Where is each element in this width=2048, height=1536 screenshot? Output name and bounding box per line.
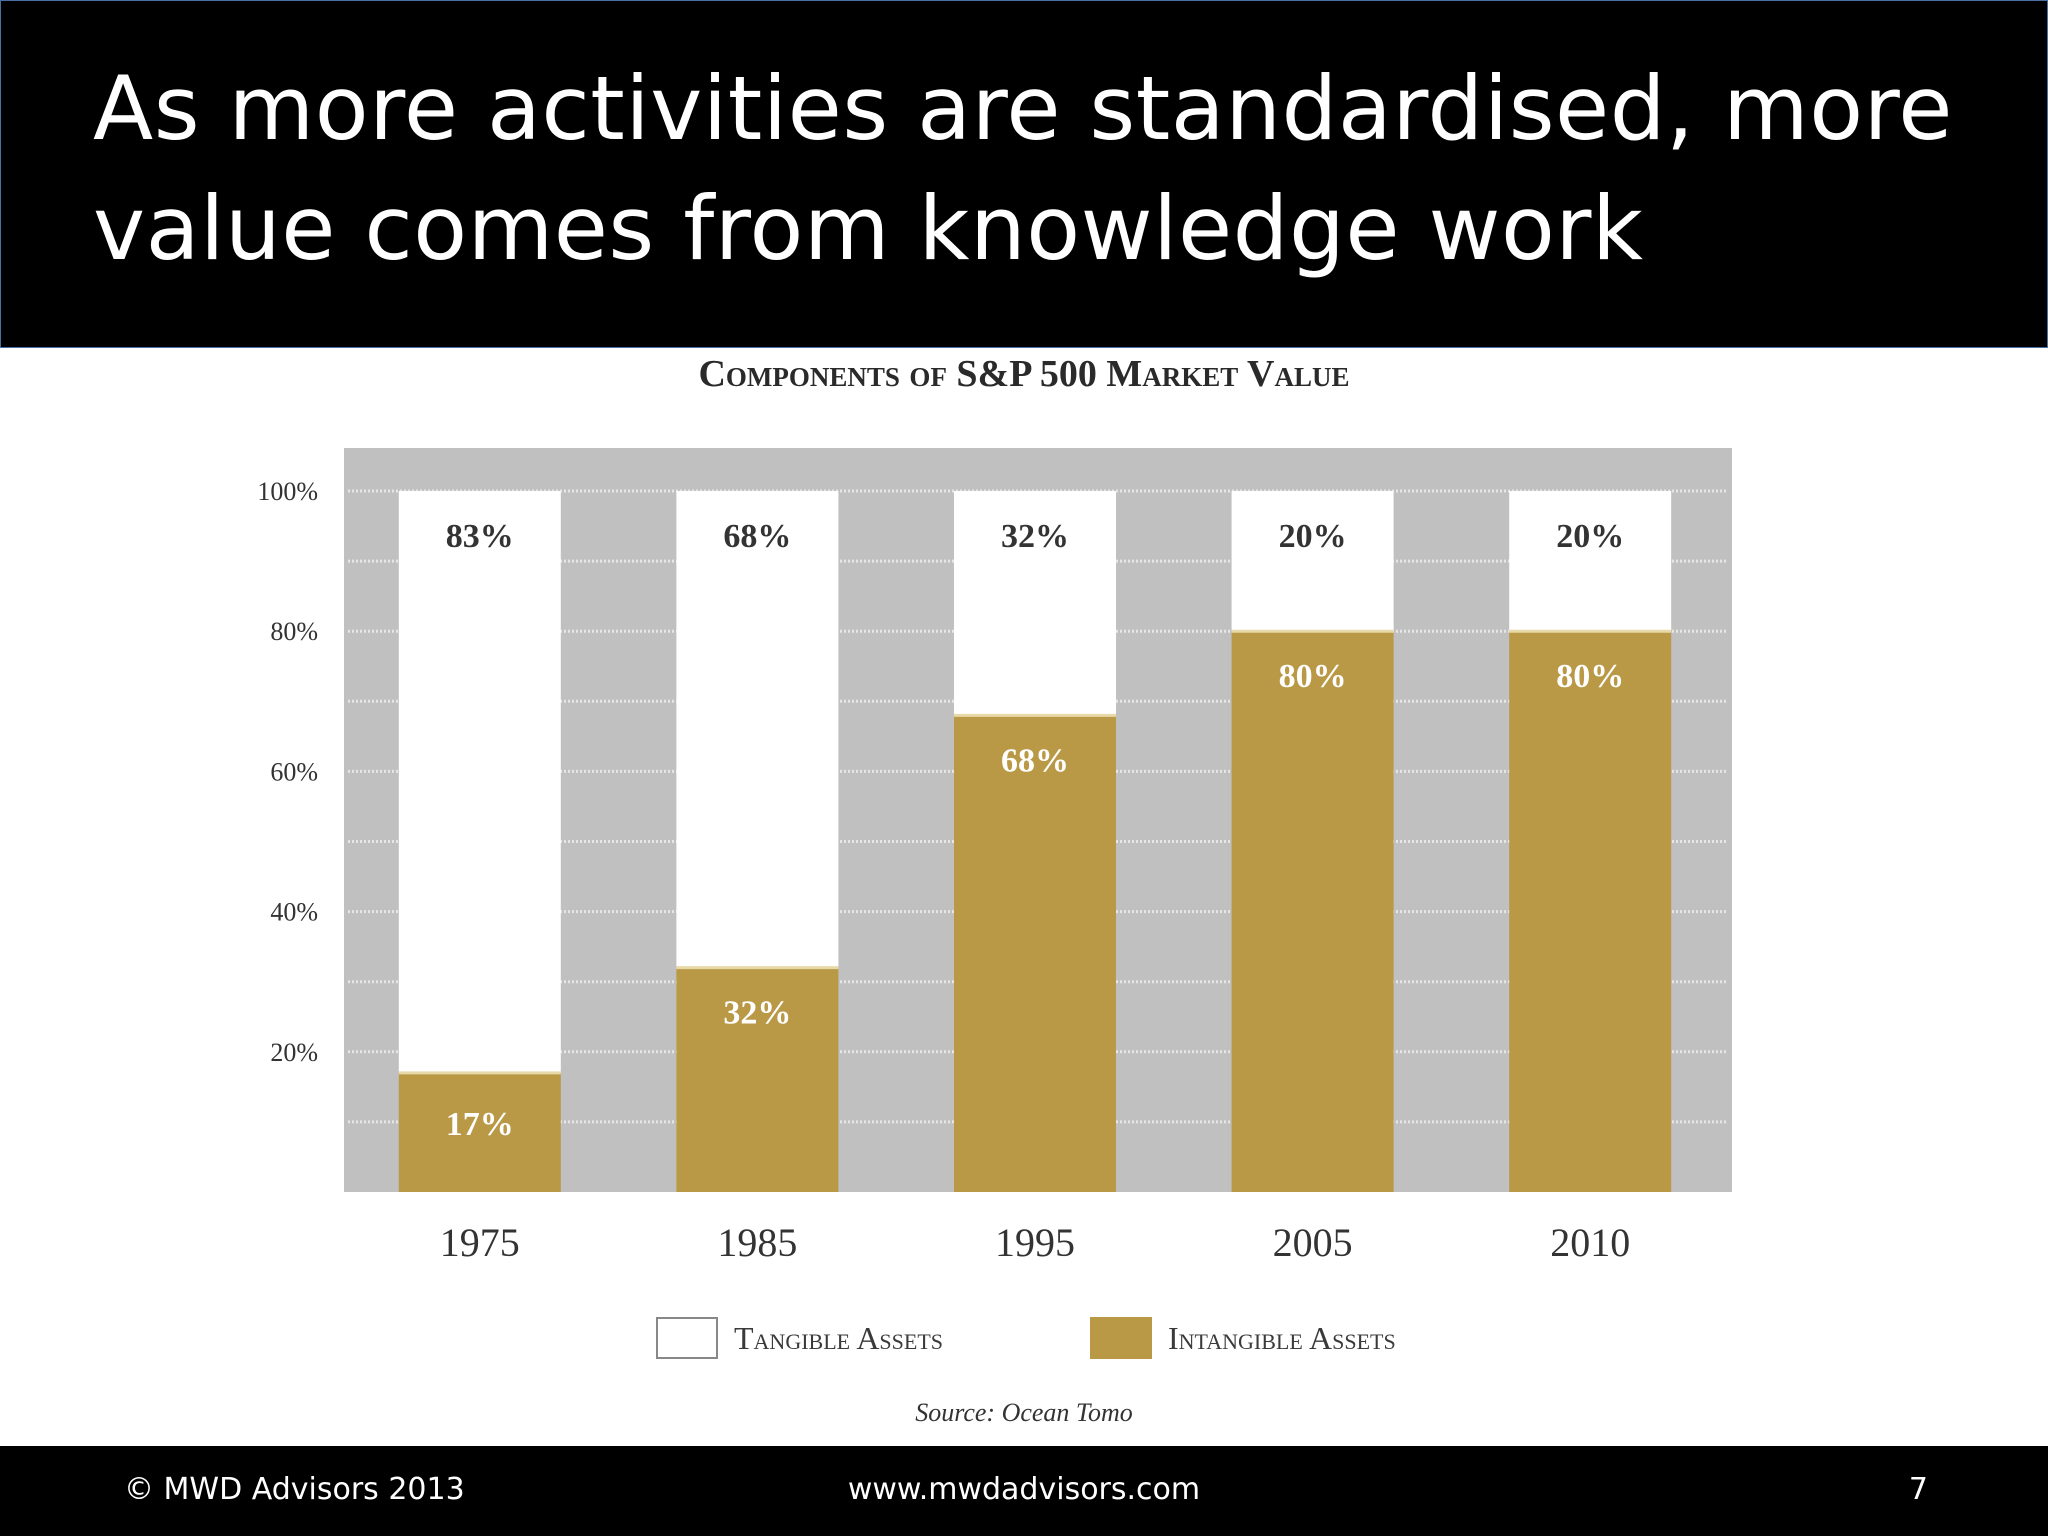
legend-item-intangible: Intangible Assets [1090, 1316, 1396, 1360]
x-tick-label-1975: 1975 [440, 1220, 520, 1265]
bar-tangible-2005 [1231, 491, 1394, 632]
data-label-intangible-2005: 80% [1279, 658, 1347, 695]
data-label-tangible-1975: 83% [446, 518, 514, 555]
footer-page-number: 7 [1908, 1472, 1928, 1507]
data-label-intangible-1995: 68% [1001, 742, 1069, 779]
footer-copyright: © MWD Advisors 2013 [124, 1472, 465, 1507]
bar-tangible-1995 [954, 491, 1116, 716]
legend-swatch-intangible [1090, 1317, 1152, 1359]
legend-item-tangible: Tangible Assets [656, 1316, 943, 1360]
bar-tangible-1975 [398, 491, 561, 1073]
data-label-tangible-1985: 68% [723, 518, 791, 555]
legend-label-intangible: Intangible Assets [1168, 1319, 1396, 1356]
y-tick-label: 100% [257, 477, 318, 506]
footer-url: www.mwdadvisors.com [847, 1472, 1201, 1507]
y-tick-label: 80% [270, 617, 318, 646]
data-label-tangible-1995: 32% [1001, 518, 1069, 555]
bar-tangible-1985 [676, 491, 839, 968]
bar-intangible-1995 [954, 715, 1116, 1192]
bar-intangible-1975 [398, 1072, 561, 1192]
slide-title: As more activities are standardised, mor… [93, 57, 1953, 280]
y-tick-label: 40% [270, 898, 318, 927]
bar-intangible-2010 [1509, 631, 1672, 1192]
x-tick-label-1985: 1985 [717, 1220, 797, 1265]
data-label-intangible-2010: 80% [1556, 658, 1624, 695]
x-tick-label-2005: 2005 [1273, 1220, 1353, 1265]
data-label-intangible-1975: 17% [446, 1106, 514, 1143]
chart-legend: Tangible Assets Intangible Assets [0, 1316, 2048, 1366]
slide-header: As more activities are standardised, mor… [0, 0, 2048, 348]
y-tick-label: 20% [270, 1038, 318, 1067]
data-label-tangible-2005: 20% [1279, 518, 1347, 555]
bar-tangible-2010 [1509, 491, 1672, 632]
legend-label-tangible: Tangible Assets [734, 1319, 944, 1356]
data-label-intangible-1985: 32% [723, 995, 791, 1032]
chart-source: Source: Ocean Tomo [915, 1398, 1133, 1427]
x-tick-label-2010: 2010 [1550, 1220, 1630, 1265]
bar-intangible-2005 [1231, 631, 1394, 1192]
y-tick-label: 60% [270, 757, 318, 786]
slide-footer: © MWD Advisors 2013 www.mwdadvisors.com … [0, 1446, 2048, 1536]
x-tick-label-1995: 1995 [995, 1220, 1075, 1265]
data-label-tangible-2010: 20% [1556, 518, 1624, 555]
bar-intangible-1985 [676, 967, 839, 1192]
chart-title: Components of S&P 500 Market Value [698, 353, 1350, 395]
legend-swatch-tangible [656, 1317, 718, 1359]
